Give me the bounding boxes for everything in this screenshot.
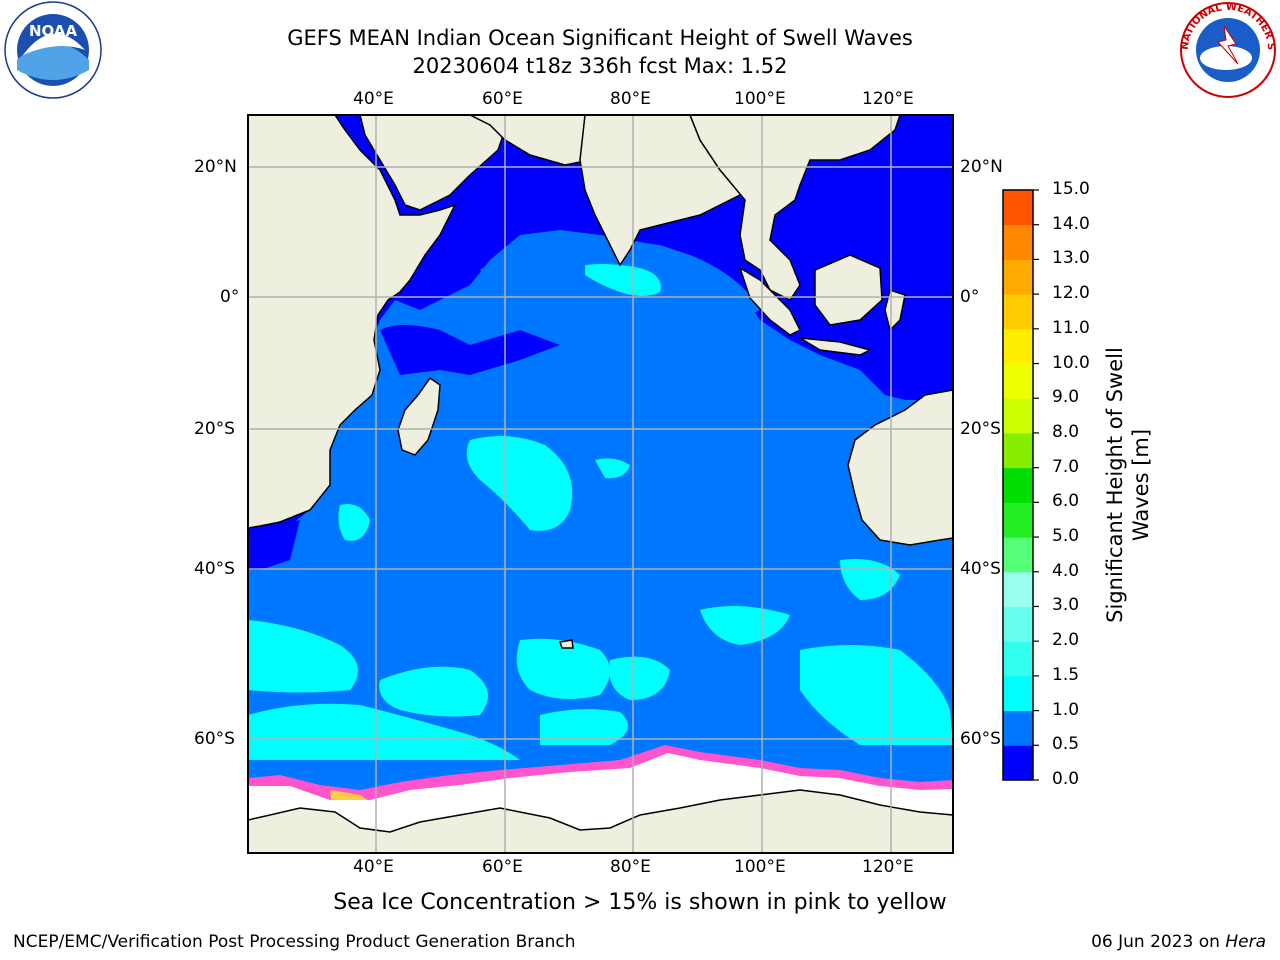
land-sulawesi (884, 289, 906, 332)
lon-label-bottom: 80°E (610, 857, 651, 877)
colorbar-tick-label: 11.0 (1052, 317, 1090, 338)
land-kerguelen (559, 639, 574, 649)
land-africa (248, 115, 457, 529)
sea-ice-note: Sea Ice Concentration > 15% is shown in … (333, 890, 947, 915)
swell-patch (540, 709, 628, 745)
land-antarctica (248, 789, 953, 853)
colorbar-tick-label: 12.0 (1052, 283, 1090, 304)
colorbar-tick-label: 9.0 (1052, 387, 1080, 408)
colorbar-segment (1003, 467, 1033, 503)
colorbar-tick-label: 4.0 (1052, 560, 1080, 581)
swell-patch (800, 645, 953, 745)
land-southeast-asia (689, 115, 901, 301)
colorbar-segment (1003, 224, 1033, 260)
colorbar-segment (1003, 606, 1033, 642)
noaa-logo-text: NOAA (29, 22, 78, 40)
lat-label-left: 40°S (194, 559, 235, 579)
colorbar-tick-label: 10.0 (1052, 352, 1090, 373)
colorbar-segment (1003, 328, 1033, 365)
swell-patch (248, 703, 520, 760)
colorbar-segment (1003, 745, 1033, 781)
colorbar-tick-label: 3.0 (1052, 595, 1080, 616)
chart-title: GEFS MEAN Indian Ocean Significant Heigh… (287, 26, 913, 50)
noaa-logo: NOAA (4, 1, 102, 99)
colorbar-tick-label: 14.0 (1052, 213, 1090, 234)
map-frame (247, 114, 954, 854)
colorbar-segment (1003, 363, 1033, 399)
lat-label-right: 20°S (960, 419, 1001, 439)
chart-subtitle: 20230604 t18z 336h fcst Max: 1.52 (412, 54, 788, 78)
colorbar-tick-label: 0.5 (1052, 734, 1080, 755)
colorbar-segment (1003, 571, 1033, 607)
colorbar-tick-label: 15.0 (1052, 179, 1090, 199)
colorbar-tick-label: 7.0 (1052, 456, 1080, 477)
lat-label-left: 20°N (194, 157, 237, 177)
ocean-swell-low-mozambique (380, 325, 560, 375)
lon-label-bottom: 120°E (862, 857, 914, 877)
lon-label-bottom: 100°E (734, 857, 786, 877)
land-borneo (814, 254, 883, 326)
colorbar-segment (1003, 398, 1033, 434)
lat-label-right: 0° (960, 287, 980, 307)
colorbar-segment (1003, 675, 1033, 712)
swell-patch (700, 606, 790, 645)
colorbar-segment (1003, 710, 1033, 746)
lon-label-bottom: 40°E (353, 857, 394, 877)
lon-label-top: 100°E (734, 89, 786, 109)
colorbar-tick-label: 5.0 (1052, 526, 1080, 547)
swell-patch (585, 264, 661, 296)
lat-label-right: 40°S (960, 559, 1001, 579)
footer-host: Hera (1225, 932, 1266, 952)
swell-patch (516, 638, 610, 699)
swell-patch (609, 656, 670, 700)
colorbar-segment (1003, 259, 1033, 295)
colorbar-segment (1003, 502, 1033, 538)
colorbar-segment (1003, 190, 1033, 226)
colorbar-segment (1003, 537, 1033, 573)
colorbar-segment (1003, 641, 1033, 677)
lon-label-top: 40°E (353, 89, 394, 109)
swell-patch (595, 458, 630, 479)
lon-label-top: 80°E (610, 89, 651, 109)
colorbar-tick-label: 13.0 (1052, 248, 1090, 269)
footer-credit: NCEP/EMC/Verification Post Processing Pr… (13, 932, 576, 952)
lon-label-top: 120°E (862, 89, 914, 109)
colorbar-frame (1002, 189, 1034, 781)
gridlines (248, 115, 953, 853)
ocean-swell-low-sw (248, 520, 300, 570)
swell-patch (379, 666, 488, 717)
lon-label-bottom: 60°E (482, 857, 523, 877)
colorbar-title: Significant Height of Swell Waves [m] (1103, 347, 1153, 623)
lat-label-left: 0° (220, 287, 240, 307)
lat-label-right: 20°N (960, 157, 1003, 177)
swell-patch (338, 504, 370, 541)
nws-logo: NATIONAL WEATHER SERVICE (1178, 0, 1276, 98)
colorbar-segment (1003, 294, 1033, 330)
land-java (799, 337, 873, 356)
swell-patch (248, 620, 358, 693)
colorbar (1003, 189, 1039, 781)
lat-label-left: 20°S (194, 419, 235, 439)
colorbar-tick-label: 1.5 (1052, 664, 1080, 685)
land-sumatra (738, 266, 802, 336)
colorbar-tick-label: 0.0 (1052, 769, 1080, 789)
colorbar-tick-label: 6.0 (1052, 491, 1080, 512)
lon-label-top: 60°E (482, 89, 523, 109)
lat-label-right: 60°S (960, 729, 1001, 749)
swell-patch (466, 436, 573, 531)
footer-date-text: 06 Jun 2023 on (1091, 932, 1226, 952)
colorbar-tick-label: 8.0 (1052, 421, 1080, 442)
land-madagascar (397, 376, 441, 456)
lat-label-left: 60°S (194, 729, 235, 749)
colorbar-tick-label: 2.0 (1052, 630, 1080, 651)
footer-date: 06 Jun 2023 on Hera (1091, 932, 1266, 952)
colorbar-segment (1003, 432, 1033, 469)
colorbar-tick-label: 1.0 (1052, 699, 1080, 720)
